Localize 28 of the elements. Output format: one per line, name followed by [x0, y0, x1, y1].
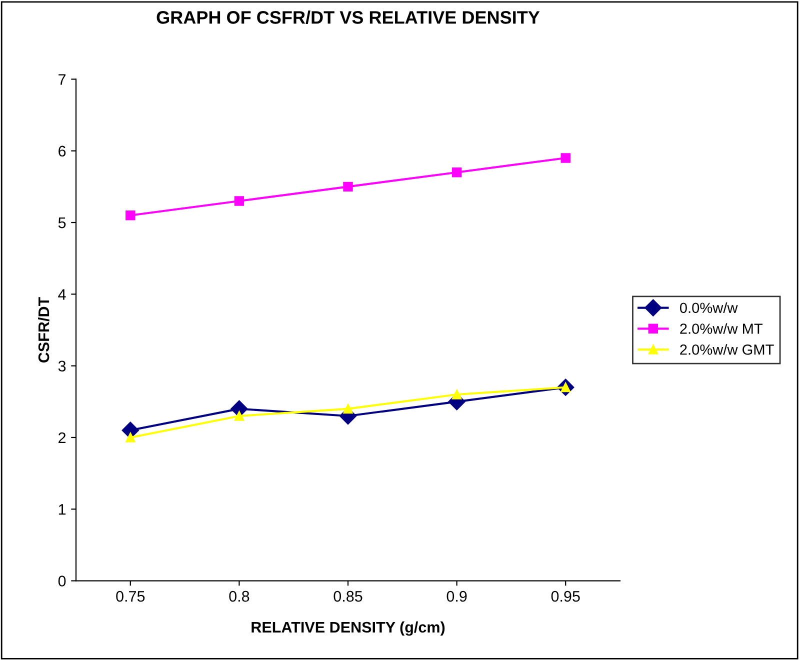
legend-label: 0.0%w/w [680, 302, 738, 314]
y-axis-title: CSFR/DT [38, 297, 50, 362]
y-tick-label: 6 [58, 146, 66, 157]
point [560, 153, 570, 163]
x-tick-label: 0.8 [229, 590, 250, 602]
point [126, 210, 136, 220]
x-tick-label: 0.95 [551, 590, 580, 602]
y-tick-label: 2 [58, 432, 66, 444]
point [234, 411, 244, 421]
point [126, 432, 136, 442]
chart-title: GRAPH OF CSFR/DT VS RELATIVE DENSITY [156, 10, 540, 24]
y-tick-label: 1 [58, 504, 66, 515]
y-tick-label: 5 [58, 218, 66, 228]
x-axis-title: RELATIVE DENSITY (g/cm) [252, 621, 445, 636]
legend-label: 2.0%w/w MT [680, 323, 763, 334]
x-tick-label: 0.85 [334, 590, 362, 602]
y-tick-label: 3 [58, 360, 66, 372]
y-tick-label: 4 [58, 289, 66, 300]
x-tick-label: 0.9 [446, 590, 467, 602]
legend-label: 2.0%w/w GMT [680, 344, 774, 355]
point [452, 390, 462, 400]
point [234, 196, 244, 206]
y-tick-label: 7 [58, 74, 66, 85]
y-tick-label: 0 [58, 576, 66, 586]
x-tick-label: 0.75 [116, 590, 145, 602]
point [343, 182, 353, 192]
point [452, 167, 462, 178]
point [343, 404, 353, 414]
